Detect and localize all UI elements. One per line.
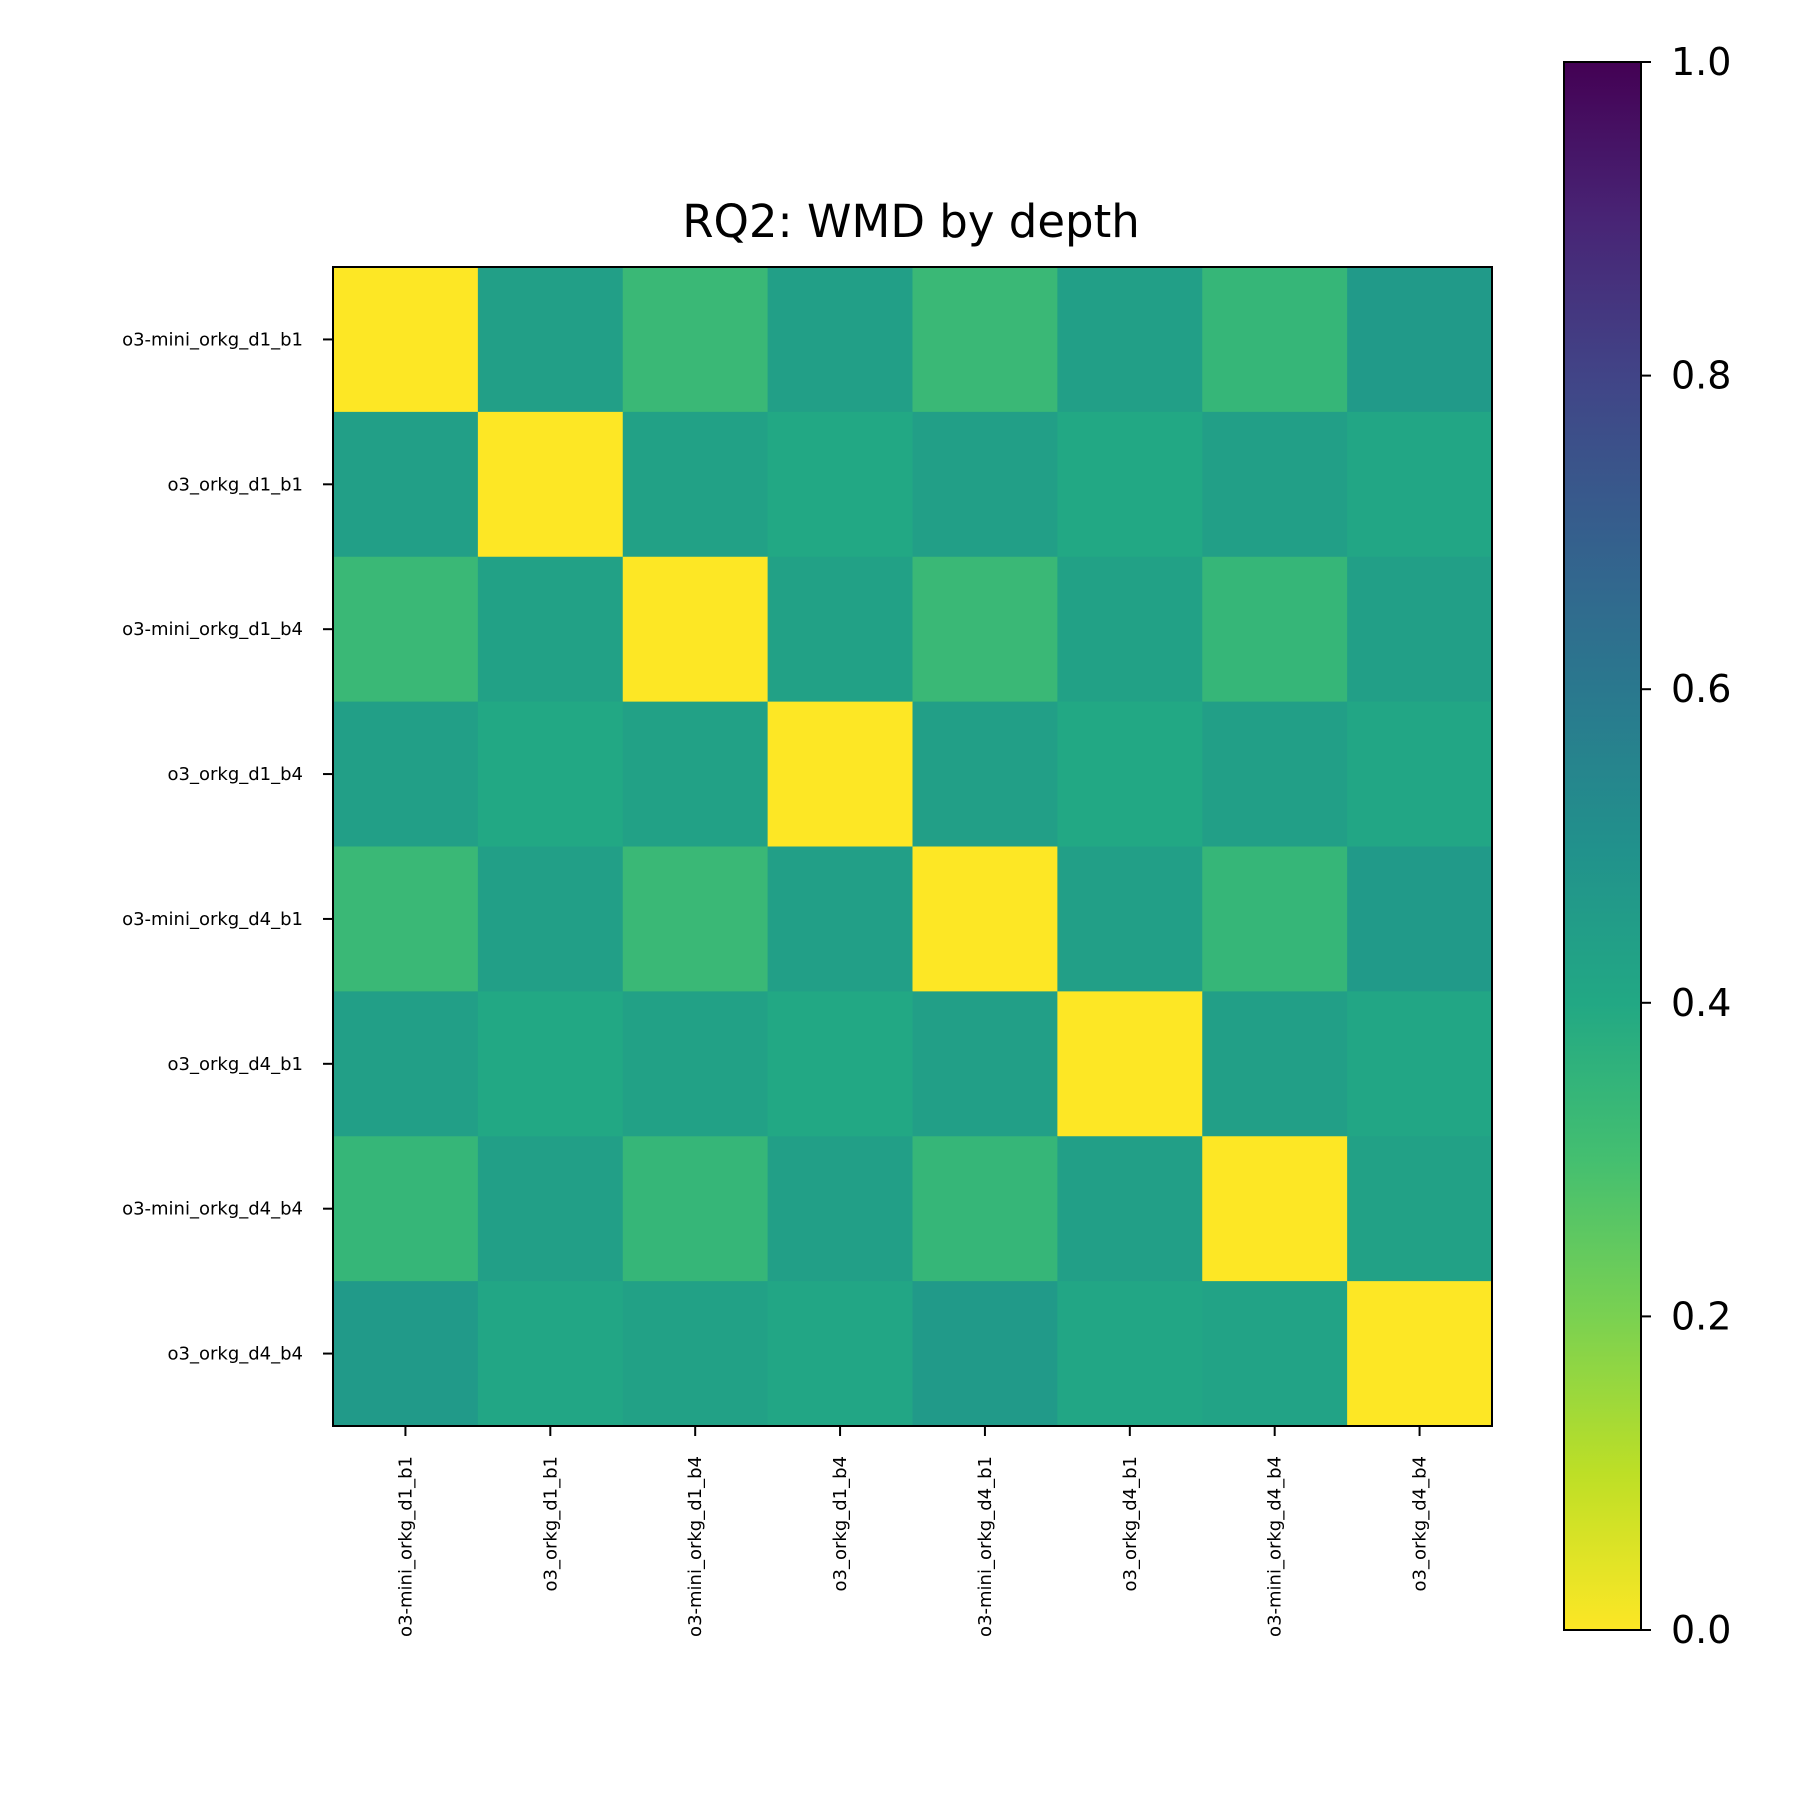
heatmap-cell xyxy=(477,411,624,558)
colorbar-tick-label: 0.4 xyxy=(1671,981,1731,1025)
heatmap-cell xyxy=(767,556,914,703)
heatmap-cell xyxy=(912,846,1058,992)
heatmap-cell xyxy=(1057,991,1203,1137)
heatmap-cell xyxy=(333,411,479,558)
heatmap-cell xyxy=(1347,1136,1493,1282)
heatmap-cell xyxy=(912,411,1058,558)
heatmap-cell xyxy=(1057,1136,1203,1282)
heatmap-cell xyxy=(333,1281,479,1427)
heatmap-cell xyxy=(767,1136,914,1282)
y-tick-label: o3-mini_orkg_d1_b4 xyxy=(122,619,303,640)
heatmap-cell xyxy=(1202,1281,1348,1427)
y-tick-label: o3_orkg_d4_b1 xyxy=(168,1054,303,1075)
colorbar-tick-label: 0.6 xyxy=(1671,667,1731,711)
heatmap-cell xyxy=(767,1281,914,1427)
y-tick-label: o3-mini_orkg_d4_b4 xyxy=(122,1199,303,1220)
heatmap-cell xyxy=(767,991,914,1137)
x-tick-label: o3_orkg_d1_b1 xyxy=(540,1456,561,1591)
heatmap-cell xyxy=(1202,411,1348,558)
heatmap-cell xyxy=(333,267,479,413)
x-tick-label: o3_orkg_d4_b1 xyxy=(1120,1456,1141,1591)
heatmap-cell xyxy=(1202,846,1348,992)
heatmap-cell xyxy=(622,1136,769,1282)
heatmap-cell xyxy=(1057,846,1203,992)
heatmap-cell xyxy=(333,701,479,848)
colorbar-gradient xyxy=(1563,61,1642,1631)
heatmap-cell xyxy=(622,701,769,848)
x-tick-label: o3-mini_orkg_d4_b1 xyxy=(975,1456,996,1637)
plot-frame xyxy=(332,266,1493,1427)
heatmap-cell xyxy=(622,991,769,1137)
heatmap-cell xyxy=(477,991,624,1137)
heatmap-cell xyxy=(1202,1136,1348,1282)
x-tick-label: o3_orkg_d4_b4 xyxy=(1410,1456,1431,1591)
heatmap-cell xyxy=(1057,267,1203,413)
x-tick-label: o3_orkg_d1_b4 xyxy=(830,1456,851,1591)
heatmap-cell xyxy=(767,846,914,992)
heatmap-cell xyxy=(622,267,769,413)
heatmap-cell xyxy=(622,556,769,703)
heatmap-cell xyxy=(1057,556,1203,703)
y-tick-label: o3_orkg_d4_b4 xyxy=(168,1344,303,1365)
heatmap-cell xyxy=(333,556,479,703)
heatmap-cell xyxy=(477,701,624,848)
heatmap-cell xyxy=(333,846,479,992)
heatmap-cell xyxy=(1347,846,1493,992)
heatmap-cell xyxy=(912,556,1058,703)
heatmap-cell xyxy=(767,701,914,848)
heatmap-cell xyxy=(1347,701,1493,848)
heatmap-cell xyxy=(1347,267,1493,413)
heatmap-cell xyxy=(912,701,1058,848)
heatmap-cell xyxy=(1347,1281,1493,1427)
y-tick-label: o3-mini_orkg_d4_b1 xyxy=(122,909,303,930)
chart-title: RQ2: WMD by depth xyxy=(682,195,1140,248)
colorbar-tick-label: 0.8 xyxy=(1671,354,1731,398)
colorbar: 0.0 0.2 0.4 0.6 0.8 1.0 xyxy=(1563,40,1731,1652)
heatmap-cell xyxy=(767,411,914,558)
heatmap-cell xyxy=(1202,556,1348,703)
x-tick-label: o3-mini_orkg_d4_b4 xyxy=(1265,1456,1286,1637)
heatmap-cell xyxy=(912,1136,1058,1282)
heatmap-cell xyxy=(477,267,624,413)
heatmap-cell xyxy=(333,1136,479,1282)
heatmap-cell xyxy=(622,1281,769,1427)
x-axis: o3-mini_orkg_d1_b1 o3_orkg_d1_b1 o3-mini_o… xyxy=(395,1426,1431,1637)
y-tick-label: o3-mini_orkg_d1_b1 xyxy=(122,329,303,350)
x-tick-label: o3-mini_orkg_d1_b1 xyxy=(395,1456,416,1637)
heatmap-cell xyxy=(1057,411,1203,558)
heatmap-cell xyxy=(912,267,1058,413)
heatmap-cells xyxy=(333,267,1493,1427)
heatmap-cell xyxy=(1347,991,1493,1137)
y-tick-label: o3_orkg_d1_b1 xyxy=(168,474,303,495)
y-tick-label: o3_orkg_d1_b4 xyxy=(168,764,303,785)
heatmap-cell xyxy=(1202,267,1348,413)
colorbar-tick-label: 1.0 xyxy=(1671,40,1731,84)
heatmap-cell xyxy=(1347,411,1493,558)
colorbar-tick-label: 0.2 xyxy=(1671,1294,1731,1338)
y-axis: o3-mini_orkg_d1_b1 o3_orkg_d1_b1 o3-mini_o… xyxy=(122,329,333,1365)
colorbar-tick-label: 0.0 xyxy=(1671,1608,1731,1652)
heatmap-cell xyxy=(767,267,914,413)
heatmap-cell xyxy=(477,1281,624,1427)
heatmap-cell xyxy=(622,846,769,992)
heatmap-cell xyxy=(912,1281,1058,1427)
heatmap-cell xyxy=(477,1136,624,1282)
heatmap-cell xyxy=(622,411,769,558)
heatmap-cell xyxy=(333,991,479,1137)
heatmap-cell xyxy=(477,556,624,703)
heatmap-cell xyxy=(1202,991,1348,1137)
heatmap-cell xyxy=(912,991,1058,1137)
heatmap-cell xyxy=(1347,556,1493,703)
heatmap-cell xyxy=(477,846,624,992)
x-tick-label: o3-mini_orkg_d1_b4 xyxy=(685,1456,706,1637)
heatmap-cell xyxy=(1057,1281,1203,1427)
heatmap-cell xyxy=(1057,701,1203,848)
heatmap-cell xyxy=(1202,701,1348,848)
